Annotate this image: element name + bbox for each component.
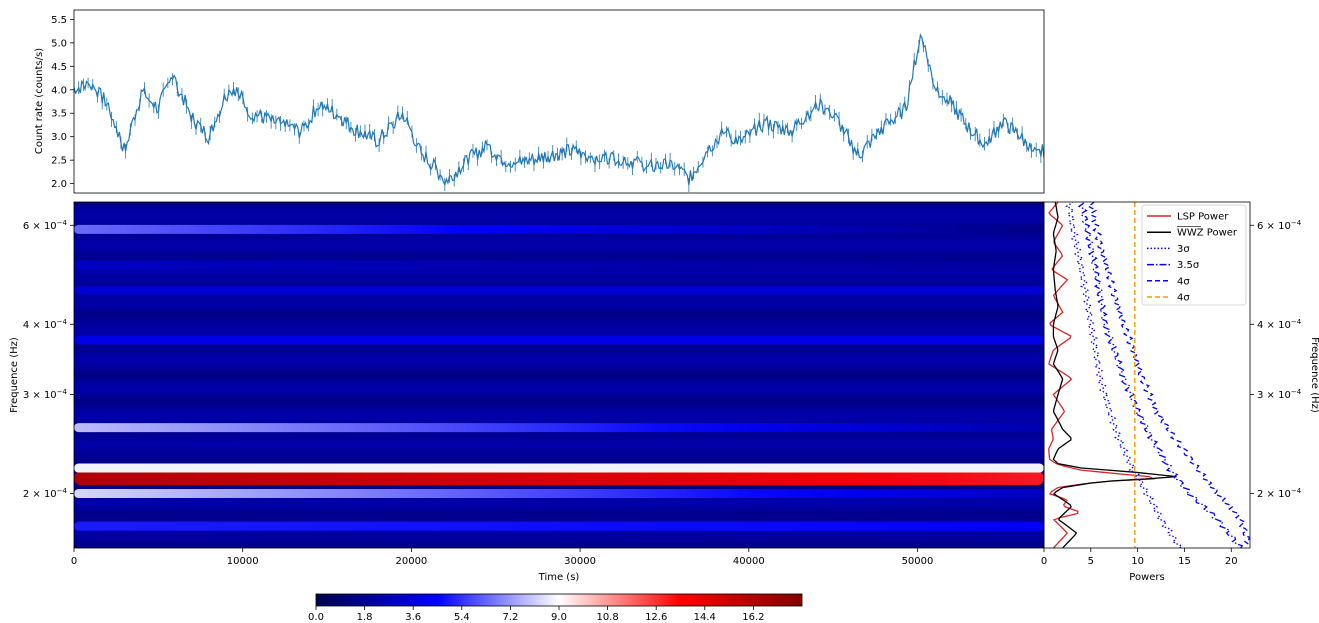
heatmap-band — [74, 463, 1044, 473]
power-spectrum-y-tick-label: 3 × 10−4 — [1257, 388, 1302, 401]
colorbar: 0.0 1.8 3.6 5.4 7.2 9.0 10.8 12.6 14.4 16.2 — [308, 593, 803, 623]
colorbar-tick-label: 14.4 — [694, 612, 716, 623]
power-spectrum-line — [1048, 202, 1156, 548]
power-spectrum-x-tick-label: 5 — [1088, 556, 1094, 567]
heatmap-band — [74, 423, 1044, 433]
heatmap-x-label: Time (s) — [538, 572, 580, 583]
light-curve-y-label: Count rate (counts/s) — [34, 48, 45, 154]
power-spectrum-axes: 0 5 10 15 20 2 × 10−4 3 × 10−4 4 × 10−4 6 × 10−4 — [1041, 219, 1302, 567]
power-spectrum-y-tick-label: 4 × 10−4 — [1257, 318, 1302, 331]
heatmap-bands — [74, 224, 1044, 531]
power-spectrum-panel: 0 5 10 15 20 2 × 10−4 3 × 10−4 4 × 10−4 6 × 10−4… — [1041, 201, 1319, 583]
light-curve-ticks: 2.0 2.5 3.0 3.5 4.0 4.5 5.0 5.5 — [51, 15, 74, 190]
legend-label: WWZ Power — [1177, 228, 1238, 239]
heatmap-band — [74, 521, 1044, 531]
heatmap-x-tick-label: 10000 — [227, 556, 259, 567]
power-spectrum-x-tick-label: 15 — [1178, 556, 1191, 567]
power-spectrum-y-tick-label: 6 × 10−4 — [1257, 219, 1302, 232]
colorbar-ticks: 0.0 1.8 3.6 5.4 7.2 9.0 10.8 12.6 14.4 16.2 — [308, 606, 765, 623]
colorbar-tick-label: 16.2 — [742, 612, 764, 623]
colorbar-tick-label: 3.6 — [405, 612, 421, 623]
light-curve-y-tick-label: 5.0 — [51, 38, 67, 49]
light-curve-y-tick-label: 2.0 — [51, 179, 67, 190]
colorbar-tick-label: 5.4 — [454, 612, 470, 623]
heatmap-band — [74, 285, 1044, 295]
legend-label: LSP Power — [1177, 212, 1229, 223]
heatmap-x-tick-label: 50000 — [902, 556, 934, 567]
light-curve-y-tick-label: 3.5 — [51, 109, 67, 120]
heatmap-x-tick-label: 0 — [71, 556, 77, 567]
heatmap-x-tick-label: 30000 — [564, 556, 596, 567]
legend-label: 4σ — [1177, 276, 1190, 287]
legend-label: 3.5σ — [1177, 260, 1200, 271]
wwz-heatmap-panel: 0 10000 20000 30000 40000 50000 2 × 10−4 3 × 10… — [9, 201, 1045, 583]
light-curve-line — [74, 33, 1044, 187]
light-curve-panel: 2.0 2.5 3.0 3.5 4.0 4.5 5.0 5.5 Count rate (cou… — [34, 9, 1045, 194]
power-spectrum-x-tick-label: 10 — [1131, 556, 1144, 567]
light-curve-y-tick-label: 4.5 — [51, 62, 67, 73]
light-curve-y-tick-label: 5.5 — [51, 15, 67, 26]
heatmap-band — [74, 224, 1044, 234]
power-spectrum-x-tick-label: 20 — [1225, 556, 1238, 567]
power-spectrum-line — [1077, 202, 1244, 548]
power-spectrum-x-tick-label: 0 — [1041, 556, 1047, 567]
heatmap-x-tick-label: 40000 — [733, 556, 765, 567]
heatmap-y-tick-label: 6 × 10−4 — [23, 219, 68, 232]
heatmap-y-label: Frequence (Hz) — [9, 337, 20, 413]
colorbar-tick-label: 12.6 — [645, 612, 667, 623]
heatmap-y-tick-label: 2 × 10−4 — [23, 487, 68, 500]
heatmap-y-tick-label: 3 × 10−4 — [23, 388, 68, 401]
heatmap-axes: 0 10000 20000 30000 40000 50000 2 × 10−4 3 × 10… — [23, 219, 934, 567]
light-curve-frame — [73, 9, 1045, 194]
power-spectrum-x-label: Powers — [1129, 572, 1164, 583]
heatmap-y-tick-label: 4 × 10−4 — [23, 318, 68, 331]
power-spectrum-lines — [1048, 202, 1250, 548]
legend-label: 4σ — [1177, 293, 1190, 304]
heatmap-band — [74, 471, 1044, 486]
colorbar-tick-label: 9.0 — [551, 612, 567, 623]
power-spectrum-line — [1087, 202, 1250, 548]
colorbar-gradient — [315, 593, 803, 607]
power-spectrum-line — [1065, 202, 1183, 548]
light-curve-y-tick-label: 2.5 — [51, 156, 67, 167]
power-spectrum-y-label: Frequence (Hz) — [1309, 337, 1319, 413]
power-spectrum-line — [1052, 202, 1177, 548]
power-spectrum-y-tick-label: 2 × 10−4 — [1257, 487, 1302, 500]
colorbar-tick-label: 1.8 — [357, 612, 373, 623]
light-curve-y-tick-label: 3.0 — [51, 132, 67, 143]
heatmap-band — [74, 489, 1044, 499]
legend-label: 3σ — [1177, 244, 1190, 255]
colorbar-tick-label: 7.2 — [502, 612, 518, 623]
heatmap-band — [74, 335, 1044, 345]
heatmap-band — [74, 260, 1044, 270]
legend-box — [1141, 204, 1247, 306]
light-curve-y-tick-label: 4.0 — [51, 85, 67, 96]
colorbar-tick-label: 10.8 — [596, 612, 618, 623]
heatmap-x-tick-label: 20000 — [395, 556, 427, 567]
colorbar-tick-label: 0.0 — [308, 612, 324, 623]
power-spectrum-frame — [1043, 201, 1251, 549]
power-spectrum-legend: LSP Power WWZ Power 3σ 3.5σ 4σ 4σ — [1141, 204, 1247, 306]
